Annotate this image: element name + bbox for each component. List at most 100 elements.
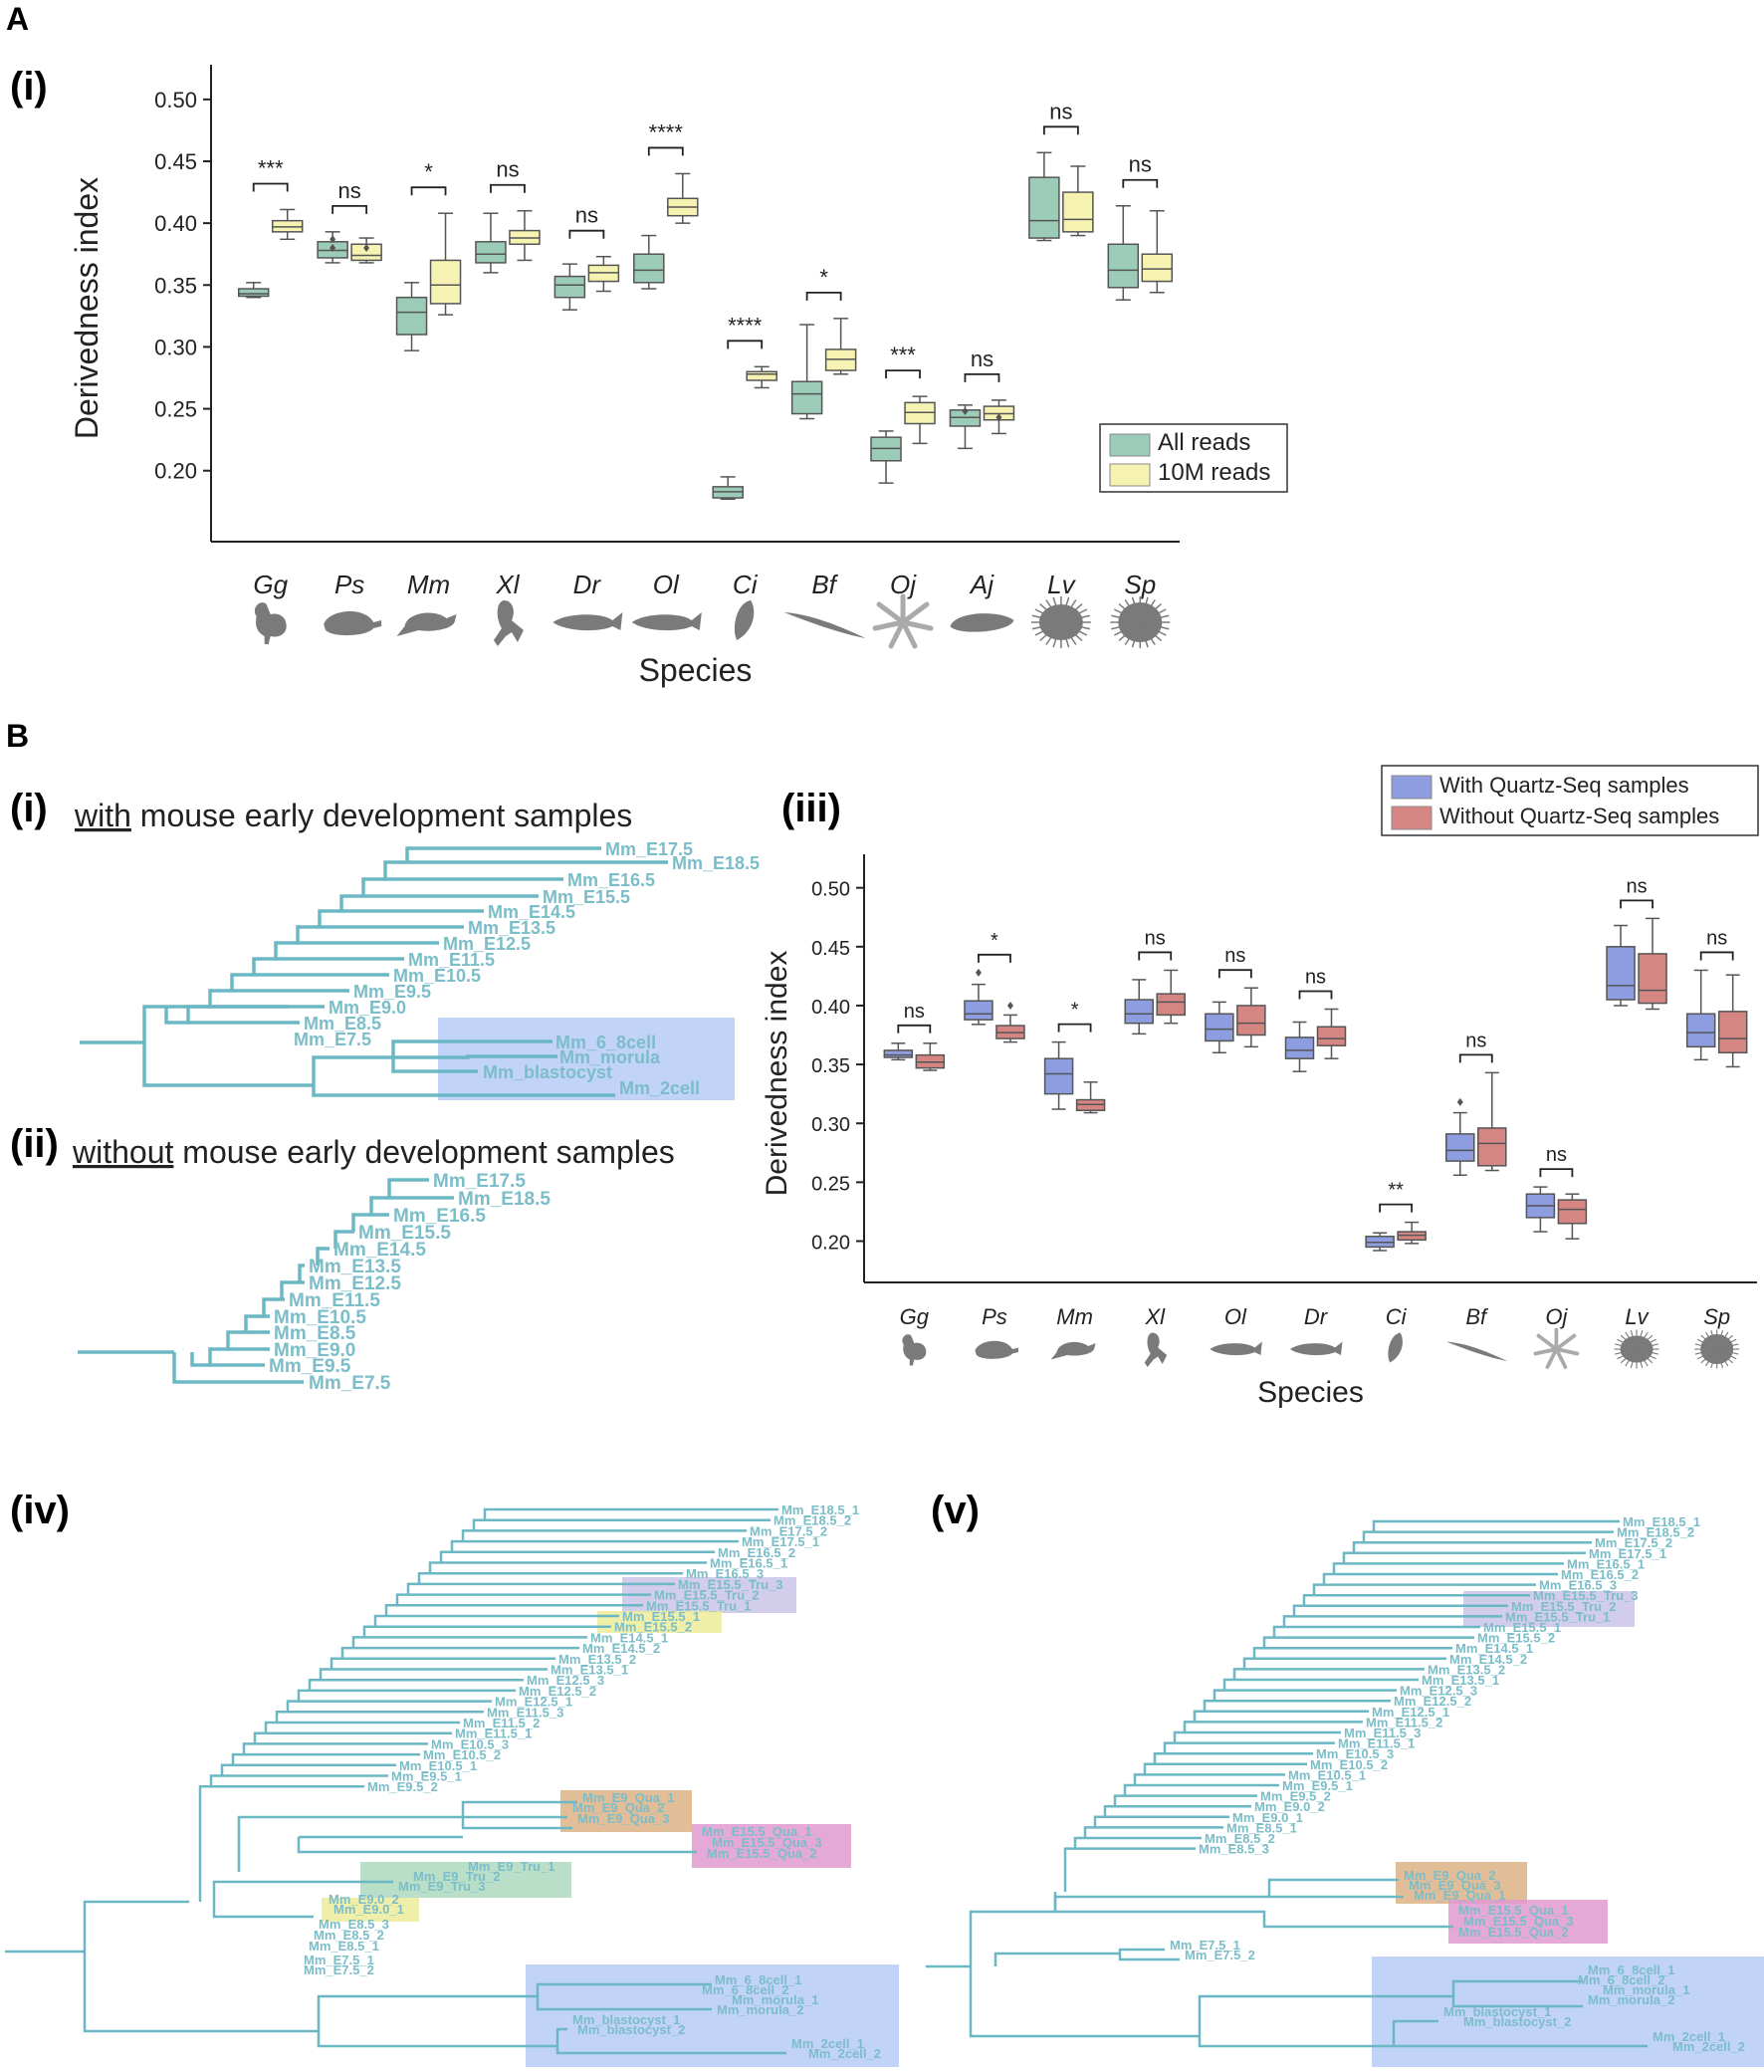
spine xyxy=(1694,1343,1717,1350)
tree-branch xyxy=(333,1230,354,1249)
panel-label-a: A xyxy=(6,1,29,37)
tree-leaf-label: Mm_E10.5_3 xyxy=(1316,1746,1394,1761)
tree-branch xyxy=(417,1571,683,1584)
spine xyxy=(1060,599,1077,623)
box-Xl-a xyxy=(475,241,507,264)
tree-leaf-label: Mm_E15.5_2 xyxy=(1477,1631,1555,1646)
tree-leaf-label: Mm_E9_Tru_2 xyxy=(413,1869,500,1884)
category-label-Lv: Lv xyxy=(1625,1304,1650,1329)
tree-leaf-label: Mm_E15.5_Tru_2 xyxy=(1511,1599,1617,1614)
spine xyxy=(1113,608,1141,623)
tree-leaf-label: Mm_E15.5_Tru_3 xyxy=(1533,1588,1639,1603)
legend-label: With Quartz-Seq samples xyxy=(1439,773,1689,798)
tree-leaf-label: Mm_E15.5_Tru_1 xyxy=(646,1598,752,1613)
tree-leaf-label: Mm_E9.5_1 xyxy=(391,1769,462,1784)
chart-b-iii: 0.20 0.25 0.30 0.35 0.40 0.45 0.50 Derivedness … xyxy=(761,765,1759,1409)
tree-leaf-label: Mm_E13.5_1 xyxy=(1422,1673,1499,1688)
tree-leaf-label: Mm_E8.5_3 xyxy=(319,1917,389,1932)
spine xyxy=(1636,1329,1644,1350)
silhouette-Sp-icon xyxy=(1694,1329,1740,1369)
tree-branch xyxy=(1332,1562,1564,1574)
tree-branch xyxy=(244,1314,270,1332)
tree-branch xyxy=(1073,1836,1202,1849)
tree-leaf-label: Mm_E11.5_3 xyxy=(487,1705,563,1720)
tree-branch xyxy=(1163,1741,1335,1754)
tree-leaf-label: Mm_E13.5 xyxy=(309,1257,401,1277)
tree-branch xyxy=(1322,1572,1558,1585)
spine xyxy=(1131,621,1142,648)
x-axis-label: Species xyxy=(1257,1376,1364,1409)
significance-bracket xyxy=(568,229,605,239)
silhouette-Dr-icon xyxy=(552,612,623,631)
tree-ii-header-prefix: without xyxy=(72,1134,174,1170)
box-Bf-a xyxy=(1445,1133,1475,1162)
tree-branch xyxy=(312,1055,393,1085)
spine xyxy=(1636,1331,1649,1350)
significance-label: * xyxy=(991,930,998,952)
tree-leaf-label: Mm_E12.5_3 xyxy=(1400,1684,1477,1699)
category-label-Dr: Dr xyxy=(1304,1304,1329,1329)
tree-leaf-label: Mm_E13.5_1 xyxy=(551,1663,628,1678)
tree-leaf-label: Mm_E14.5_1 xyxy=(1455,1641,1533,1656)
tree-leaf-label: Mm_E10.5_2 xyxy=(1310,1757,1388,1772)
tree-leaf-label: Mm_E15.5_Qua_3 xyxy=(712,1835,822,1850)
tree-leaf-label: Mm_E7.5 xyxy=(309,1373,391,1394)
tree-leaf-label: Mm_E12.5_1 xyxy=(1372,1705,1449,1720)
spine xyxy=(1124,599,1141,623)
box-Xl-b xyxy=(1156,993,1186,1017)
tree-i-header-prefix: with xyxy=(74,798,131,833)
tree-branch xyxy=(369,1196,454,1215)
tree-branch xyxy=(1352,1540,1592,1553)
tree-leaf-label: Mm_E15.5_Tru_3 xyxy=(678,1577,783,1592)
tree-leaf-label: Mm_E14.5_1 xyxy=(590,1630,668,1645)
legend-label: 10M reads xyxy=(1158,459,1270,486)
tree-leaf-label: Mm_E17.5 xyxy=(433,1171,526,1192)
tree-leaf-label: Mm_blastocyst_1 xyxy=(572,2012,680,2027)
tree-leaf-label: Mm_E18.5_2 xyxy=(1617,1525,1694,1540)
significance-bracket xyxy=(410,186,447,196)
tree-branch xyxy=(142,1042,314,1087)
tree-leaf-label: Mm_E9_Qua_2 xyxy=(1404,1868,1496,1883)
significance-bracket xyxy=(727,340,764,349)
spine xyxy=(1031,614,1062,623)
tree-branch xyxy=(1282,1615,1502,1627)
highlight-box-e9 xyxy=(322,1898,419,1922)
spine xyxy=(1700,1348,1718,1364)
silhouette-Xl-icon xyxy=(1144,1332,1168,1367)
box-Ps-a xyxy=(964,1000,993,1021)
tree-branch xyxy=(1272,1625,1480,1638)
silhouette-Ci-icon xyxy=(734,600,755,640)
box-Lv-b xyxy=(1638,953,1667,1005)
y-axis-label: Derivedness index xyxy=(761,951,793,1197)
tree-leaf-label: Mm_2cell_2 xyxy=(1672,2039,1745,2054)
silhouette-Bf-icon xyxy=(1445,1341,1508,1361)
tree-branch xyxy=(1203,1699,1391,1712)
significance-bracket xyxy=(1057,1023,1092,1033)
spine xyxy=(1060,603,1083,623)
tree-leaf-label: Mm_E9_Tru_1 xyxy=(468,1859,554,1874)
tree-branch xyxy=(318,909,484,927)
tree-leaf-label: Mm_E12.5_2 xyxy=(519,1684,596,1699)
spine xyxy=(1625,1348,1638,1367)
silhouette-Lv-icon xyxy=(1030,596,1091,648)
tree-branch xyxy=(1053,1878,1453,1929)
x-axis-label: Species xyxy=(639,652,753,688)
tree-branch xyxy=(439,1550,715,1563)
significance-label: ns xyxy=(1305,966,1326,988)
box-Mm-b xyxy=(429,259,462,305)
silhouette-shape xyxy=(1050,1341,1096,1360)
spine xyxy=(1139,621,1167,636)
tree-branch xyxy=(1123,1783,1279,1796)
y-tick-label: 0.45 xyxy=(811,938,850,960)
tree-leaf-label: Mm_E17.5_2 xyxy=(750,1523,827,1538)
tree-leaf-label: Mm_E10.5_2 xyxy=(423,1747,501,1762)
significance-bracket xyxy=(1138,951,1173,961)
spine xyxy=(1052,621,1062,648)
tree-leaf-label: Mm_E9_Qua_1 xyxy=(582,1790,675,1805)
silhouette-shape xyxy=(734,600,755,640)
tree-leaf-label: Mm_E8.5 xyxy=(274,1323,356,1344)
tree-branch xyxy=(969,1910,1200,2038)
significance-label: ** xyxy=(1388,1180,1404,1202)
tree-leaf-label: Mm_E17.5_1 xyxy=(742,1534,819,1549)
y-tick-label: 0.50 xyxy=(811,879,850,901)
